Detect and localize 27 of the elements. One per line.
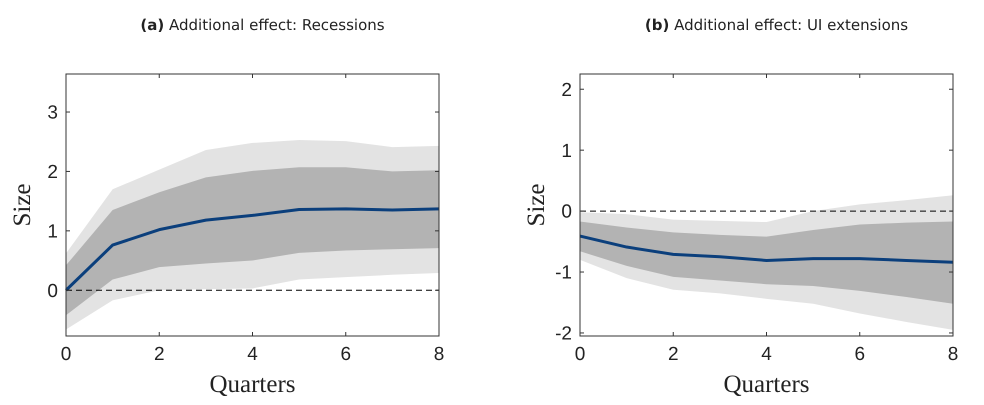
x-tick-label: 6: [854, 344, 866, 365]
x-tick-label: 2: [154, 344, 165, 365]
chart-title: (b) Additional effect: UI extensions: [644, 16, 908, 34]
chart-title: (a) Additional effect: Recessions: [140, 16, 385, 34]
y-tick-label: 1: [47, 221, 58, 242]
y-tick-label: 0: [561, 202, 572, 223]
y-axis-title: Size: [523, 183, 550, 227]
y-axis-title: Size: [9, 183, 36, 227]
x-tick-label: 4: [761, 344, 772, 365]
x-tick-label: 0: [60, 344, 72, 365]
x-tick-label: 4: [247, 344, 258, 365]
x-axis-title: Quarters: [209, 371, 296, 398]
y-tick-label: 0: [47, 280, 58, 302]
y-tick-label: 3: [47, 102, 58, 124]
x-tick-label: 2: [668, 344, 679, 365]
x-tick-label: 6: [340, 344, 352, 365]
line-series: [64, 207, 440, 292]
x-tick-label: 8: [948, 344, 958, 365]
x-tick-label: 0: [574, 344, 586, 365]
y-tick-label: 2: [47, 162, 58, 184]
y-tick-label: 2: [561, 80, 572, 101]
x-tick-label: 8: [434, 344, 444, 365]
y-tick-label: -2: [555, 324, 572, 345]
y-tick-label: -1: [555, 262, 572, 284]
y-tick-label: 1: [561, 140, 572, 162]
line-series: [578, 234, 954, 264]
x-axis-title: Quarters: [723, 371, 810, 398]
